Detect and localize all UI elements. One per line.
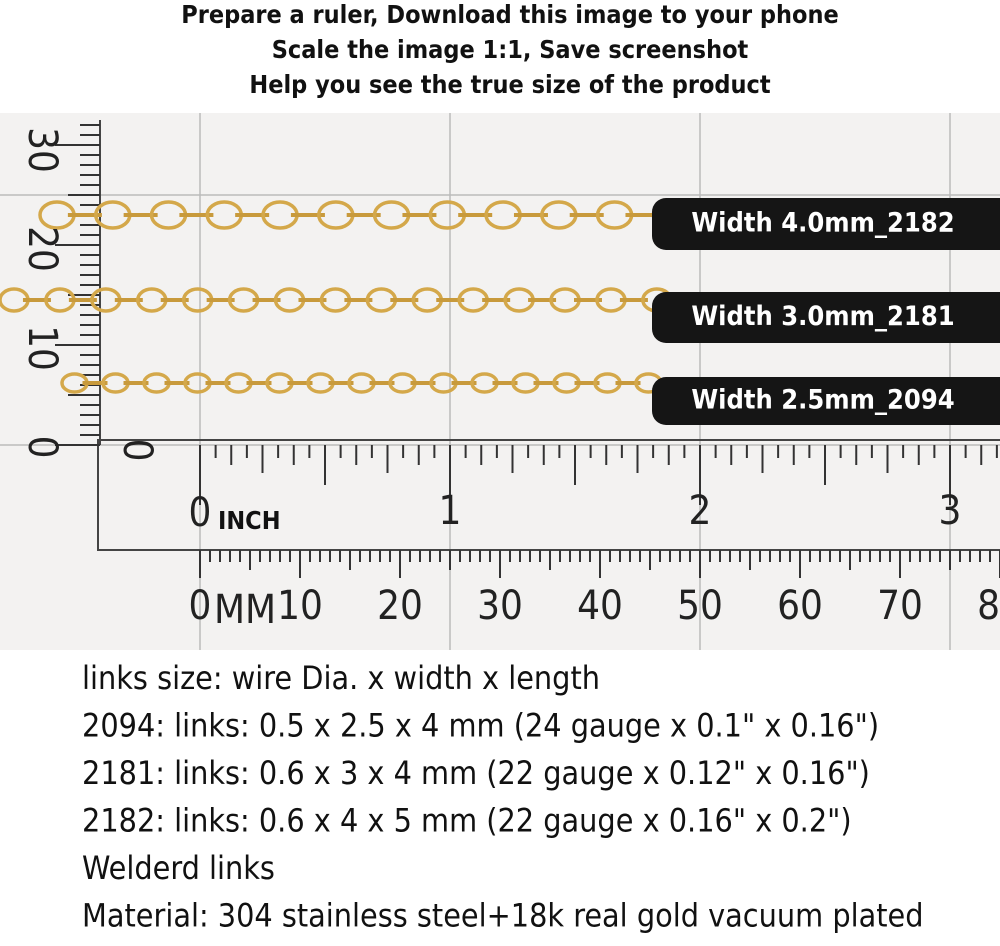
v-ruler-label: 0 <box>19 436 65 459</box>
mm-label: 80 <box>977 583 1000 629</box>
mm-unit: MM <box>214 587 276 633</box>
mm-label: 50 <box>677 583 723 629</box>
v-ruler-label: 20 <box>19 226 65 272</box>
inner-zero: 0 <box>114 439 160 462</box>
header-line: Prepare a ruler, Download this image to … <box>181 0 838 29</box>
mm-label: 70 <box>877 583 923 629</box>
label-box <box>652 292 1000 343</box>
header-line: Scale the image 1:1, Save screenshot <box>272 35 749 64</box>
ruler <box>55 120 1000 578</box>
description-line: Welderd links <box>82 849 275 887</box>
inch-unit: INCH <box>218 506 281 535</box>
mm-label: 20 <box>377 583 423 629</box>
v-ruler-label: 30 <box>19 127 65 173</box>
mm-label: 10 <box>277 583 323 629</box>
chain-label: Width 2.5mm_2094 <box>691 385 954 416</box>
inch-label: 3 <box>939 488 962 534</box>
mm-label: 40 <box>577 583 623 629</box>
label-box <box>652 198 1000 250</box>
inch-ruler-box <box>97 439 1000 551</box>
label-box <box>652 377 1000 425</box>
v-ruler-label: 10 <box>19 325 65 371</box>
inch-zero: 0 <box>189 490 212 536</box>
mm-label: 60 <box>777 583 823 629</box>
inch-label: 1 <box>439 488 462 534</box>
chain-label: Width 3.0mm_2181 <box>691 301 954 332</box>
mm-zero: 0 <box>189 583 212 629</box>
mm-label: 30 <box>477 583 523 629</box>
texts: Prepare a ruler, Download this image to … <box>19 0 1000 935</box>
description-line: links size: wire Dia. x width x length <box>82 659 600 697</box>
description-line: 2094: links: 0.5 x 2.5 x 4 mm (24 gauge … <box>82 707 879 745</box>
description-line: 2181: links: 0.6 x 3 x 4 mm (22 gauge x … <box>82 754 870 792</box>
description-line: 2182: links: 0.6 x 4 x 5 mm (22 gauge x … <box>82 802 852 840</box>
chain-label: Width 4.0mm_2182 <box>691 208 954 239</box>
inch-label: 2 <box>689 488 712 534</box>
description-line: Material: 304 stainless steel+18k real g… <box>82 897 924 935</box>
header-line: Help you see the true size of the produc… <box>249 70 770 99</box>
